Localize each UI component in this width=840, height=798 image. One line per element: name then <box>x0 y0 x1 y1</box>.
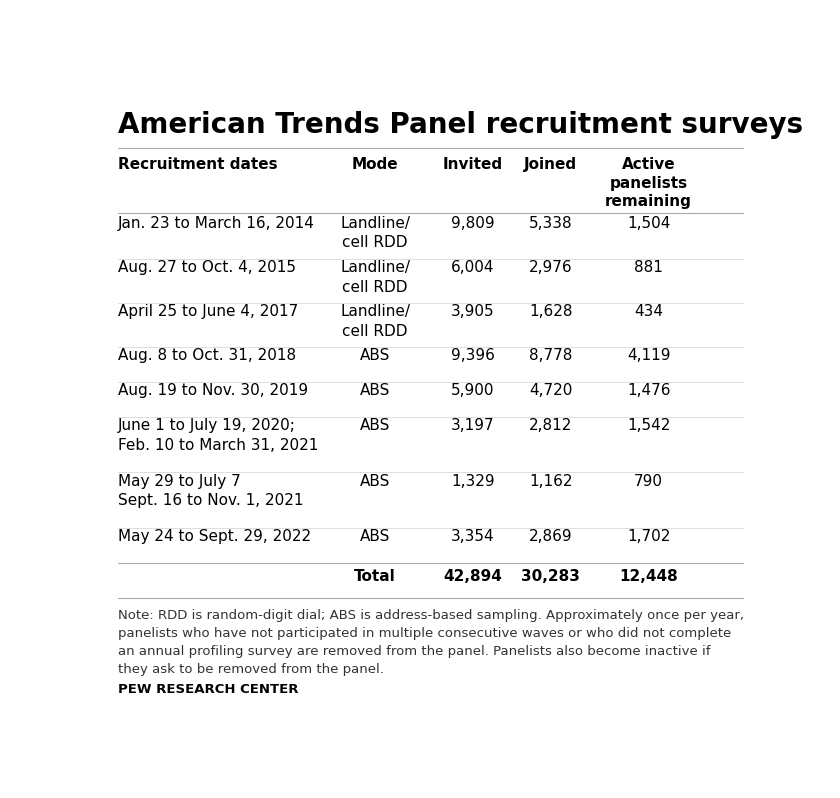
Text: Aug. 27 to Oct. 4, 2015: Aug. 27 to Oct. 4, 2015 <box>118 260 296 275</box>
Text: 881: 881 <box>634 260 663 275</box>
Text: Joined: Joined <box>524 157 577 172</box>
Text: 5,900: 5,900 <box>451 383 495 398</box>
Text: ABS: ABS <box>360 474 391 488</box>
Text: PEW RESEARCH CENTER: PEW RESEARCH CENTER <box>118 683 298 696</box>
Text: Active
panelists
remaining: Active panelists remaining <box>605 157 692 209</box>
Text: 42,894: 42,894 <box>444 569 502 584</box>
Text: Landline/
cell RDD: Landline/ cell RDD <box>340 215 410 251</box>
Text: Total: Total <box>354 569 396 584</box>
Text: 434: 434 <box>634 304 663 319</box>
Text: ABS: ABS <box>360 383 391 398</box>
Text: ABS: ABS <box>360 348 391 363</box>
Text: May 24 to Sept. 29, 2022: May 24 to Sept. 29, 2022 <box>118 529 311 544</box>
Text: April 25 to June 4, 2017: April 25 to June 4, 2017 <box>118 304 298 319</box>
Text: June 1 to July 19, 2020;
Feb. 10 to March 31, 2021: June 1 to July 19, 2020; Feb. 10 to Marc… <box>118 418 318 453</box>
Text: Invited: Invited <box>443 157 503 172</box>
Text: 790: 790 <box>634 474 663 488</box>
Text: Aug. 19 to Nov. 30, 2019: Aug. 19 to Nov. 30, 2019 <box>118 383 308 398</box>
Text: 9,396: 9,396 <box>451 348 495 363</box>
Text: Aug. 8 to Oct. 31, 2018: Aug. 8 to Oct. 31, 2018 <box>118 348 297 363</box>
Text: 4,119: 4,119 <box>627 348 670 363</box>
Text: 8,778: 8,778 <box>529 348 573 363</box>
Text: 6,004: 6,004 <box>451 260 495 275</box>
Text: ABS: ABS <box>360 529 391 544</box>
Text: Jan. 23 to March 16, 2014: Jan. 23 to March 16, 2014 <box>118 215 315 231</box>
Text: Landline/
cell RDD: Landline/ cell RDD <box>340 260 410 294</box>
Text: May 29 to July 7
Sept. 16 to Nov. 1, 2021: May 29 to July 7 Sept. 16 to Nov. 1, 202… <box>118 474 303 508</box>
Text: 3,905: 3,905 <box>451 304 495 319</box>
Text: 4,720: 4,720 <box>529 383 573 398</box>
Text: Landline/
cell RDD: Landline/ cell RDD <box>340 304 410 339</box>
Text: 1,504: 1,504 <box>627 215 670 231</box>
Text: American Trends Panel recruitment surveys: American Trends Panel recruitment survey… <box>118 111 803 139</box>
Text: Note: RDD is random-digit dial; ABS is address-based sampling. Approximately onc: Note: RDD is random-digit dial; ABS is a… <box>118 610 744 677</box>
Text: 1,329: 1,329 <box>451 474 495 488</box>
Text: 9,809: 9,809 <box>451 215 495 231</box>
Text: ABS: ABS <box>360 418 391 433</box>
Text: Recruitment dates: Recruitment dates <box>118 157 278 172</box>
Text: 30,283: 30,283 <box>522 569 580 584</box>
Text: 5,338: 5,338 <box>529 215 573 231</box>
Text: 2,976: 2,976 <box>529 260 573 275</box>
Text: 1,702: 1,702 <box>627 529 670 544</box>
Text: 3,197: 3,197 <box>451 418 495 433</box>
Text: 3,354: 3,354 <box>451 529 495 544</box>
Text: 12,448: 12,448 <box>619 569 678 584</box>
Text: 2,869: 2,869 <box>529 529 573 544</box>
Text: 1,628: 1,628 <box>529 304 573 319</box>
Text: 1,162: 1,162 <box>529 474 573 488</box>
Text: 1,476: 1,476 <box>627 383 670 398</box>
Text: Mode: Mode <box>352 157 398 172</box>
Text: 2,812: 2,812 <box>529 418 573 433</box>
Text: 1,542: 1,542 <box>627 418 670 433</box>
